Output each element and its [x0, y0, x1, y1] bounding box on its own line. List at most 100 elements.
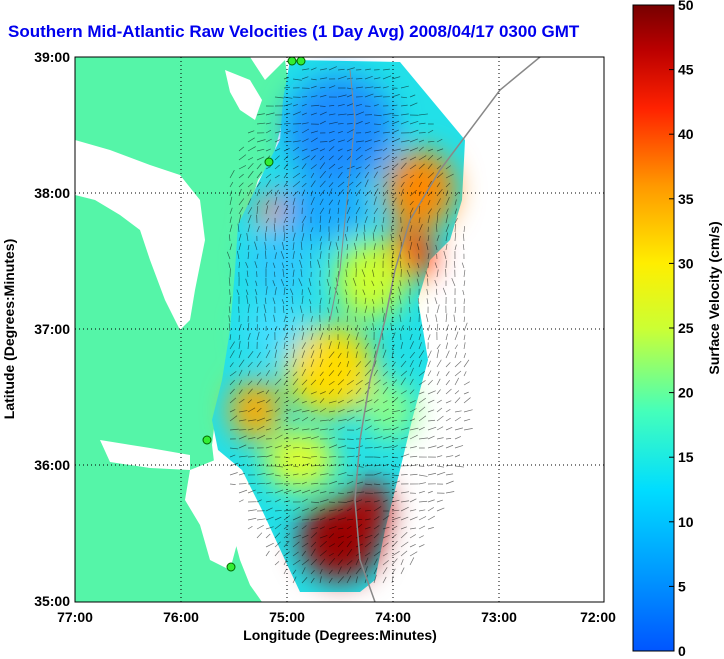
velocity-arrow	[319, 407, 327, 413]
velocity-arrow	[328, 577, 333, 584]
velocity-arrow	[319, 526, 325, 530]
pamlico-sound	[185, 460, 238, 570]
velocity-arrow	[337, 535, 345, 539]
velocity-arrow	[382, 198, 386, 206]
velocity-arrow	[373, 165, 382, 170]
velocity-arrow	[328, 351, 335, 359]
velocity-arrow	[391, 480, 401, 485]
colorbar-tick-label: 5	[678, 578, 686, 594]
velocity-arrow	[328, 113, 336, 116]
velocity-arrow	[229, 350, 235, 359]
velocity-arrow	[256, 399, 265, 404]
velocity-arrow	[445, 190, 449, 197]
velocity-arrow	[292, 181, 301, 188]
velocity-arrow	[445, 224, 450, 233]
velocity-arrow	[355, 558, 360, 566]
velocity-arrow	[445, 371, 450, 377]
velocity-arrow	[229, 216, 232, 224]
velocity-arrow	[265, 500, 272, 503]
velocity-arrow	[328, 138, 335, 143]
velocity-arrow	[247, 361, 253, 368]
velocity-arrow	[265, 550, 270, 557]
velocity-arrow	[337, 527, 344, 530]
velocity-arrow	[337, 75, 347, 80]
velocity-arrow	[310, 344, 315, 350]
velocity-arrow	[418, 163, 425, 170]
velocity-arrow	[319, 111, 327, 116]
velocity-arrow	[228, 234, 231, 242]
velocity-arrow	[436, 323, 439, 332]
velocity-arrow	[436, 399, 442, 404]
velocity-arrow	[364, 179, 369, 188]
velocity-arrow	[409, 400, 416, 404]
velocity-arrow	[256, 181, 261, 188]
velocity-arrow	[237, 223, 240, 233]
velocity-arrow	[292, 446, 300, 449]
velocity-arrow	[229, 371, 237, 377]
map-title: Southern Mid-Atlantic Raw Velocities (1 …	[8, 22, 580, 41]
velocity-arrow	[274, 510, 282, 512]
velocity-arrow	[346, 525, 352, 530]
velocity-arrow	[238, 444, 247, 449]
velocity-arrow	[301, 577, 308, 584]
velocity-arrow	[463, 428, 473, 431]
velocity-arrow	[256, 113, 265, 116]
velocity-arrow	[229, 190, 233, 197]
velocity-arrow	[418, 205, 421, 215]
velocity-arrow	[373, 261, 376, 269]
velocity-arrow	[283, 324, 287, 332]
velocity-arrow	[228, 306, 231, 314]
velocity-arrow	[280, 278, 285, 287]
velocity-arrow	[373, 95, 383, 98]
velocity-arrow	[400, 532, 408, 539]
velocity-arrow	[274, 378, 282, 386]
velocity-arrow	[355, 172, 361, 179]
velocity-arrow	[264, 242, 267, 251]
velocity-arrow	[265, 454, 273, 458]
velocity-arrow	[265, 409, 273, 413]
velocity-arrow	[274, 139, 281, 143]
velocity-arrow	[319, 207, 325, 215]
velocity-arrow	[400, 516, 409, 521]
velocity-arrow	[373, 446, 382, 449]
velocity-arrow	[328, 85, 336, 89]
velocity-arrow	[418, 415, 427, 422]
velocity-arrow	[238, 165, 247, 170]
velocity-arrow	[346, 351, 349, 359]
velocity-arrow	[418, 380, 426, 386]
velocity-arrow	[229, 362, 234, 368]
velocity-arrow	[373, 436, 383, 440]
velocity-arrow	[265, 369, 270, 377]
velocity-arrow	[238, 173, 244, 179]
velocity-arrow	[229, 341, 235, 350]
velocity-arrow	[400, 104, 408, 107]
velocity-arrow	[337, 251, 340, 260]
velocity-arrow	[245, 261, 249, 269]
velocity-arrow	[328, 370, 335, 377]
velocity-arrow	[382, 371, 388, 377]
velocity-arrow	[247, 182, 254, 188]
velocity-arrow	[265, 333, 270, 341]
velocity-arrow	[355, 324, 359, 332]
velocity-arrow	[355, 361, 362, 368]
velocity-arrow	[427, 426, 437, 431]
velocity-arrow	[247, 170, 254, 179]
velocity-arrow	[328, 182, 334, 188]
velocity-arrow	[364, 208, 368, 215]
velocity-arrow	[364, 297, 367, 305]
velocity-arrow	[247, 189, 252, 197]
velocity-arrow	[409, 181, 414, 188]
velocity-arrow	[445, 173, 454, 179]
velocity-arrow	[418, 371, 425, 377]
velocity-arrow	[310, 155, 316, 161]
velocity-arrow	[247, 509, 257, 512]
velocity-arrow	[301, 463, 310, 467]
velocity-arrow	[436, 359, 442, 368]
velocity-arrow	[263, 304, 267, 314]
velocity-arrow	[238, 435, 247, 440]
velocity-arrow	[292, 165, 299, 170]
velocity-arrow	[461, 262, 465, 269]
y-tick-label: 38:00	[34, 185, 70, 201]
velocity-arrow	[354, 242, 357, 251]
velocity-arrow	[355, 419, 362, 422]
